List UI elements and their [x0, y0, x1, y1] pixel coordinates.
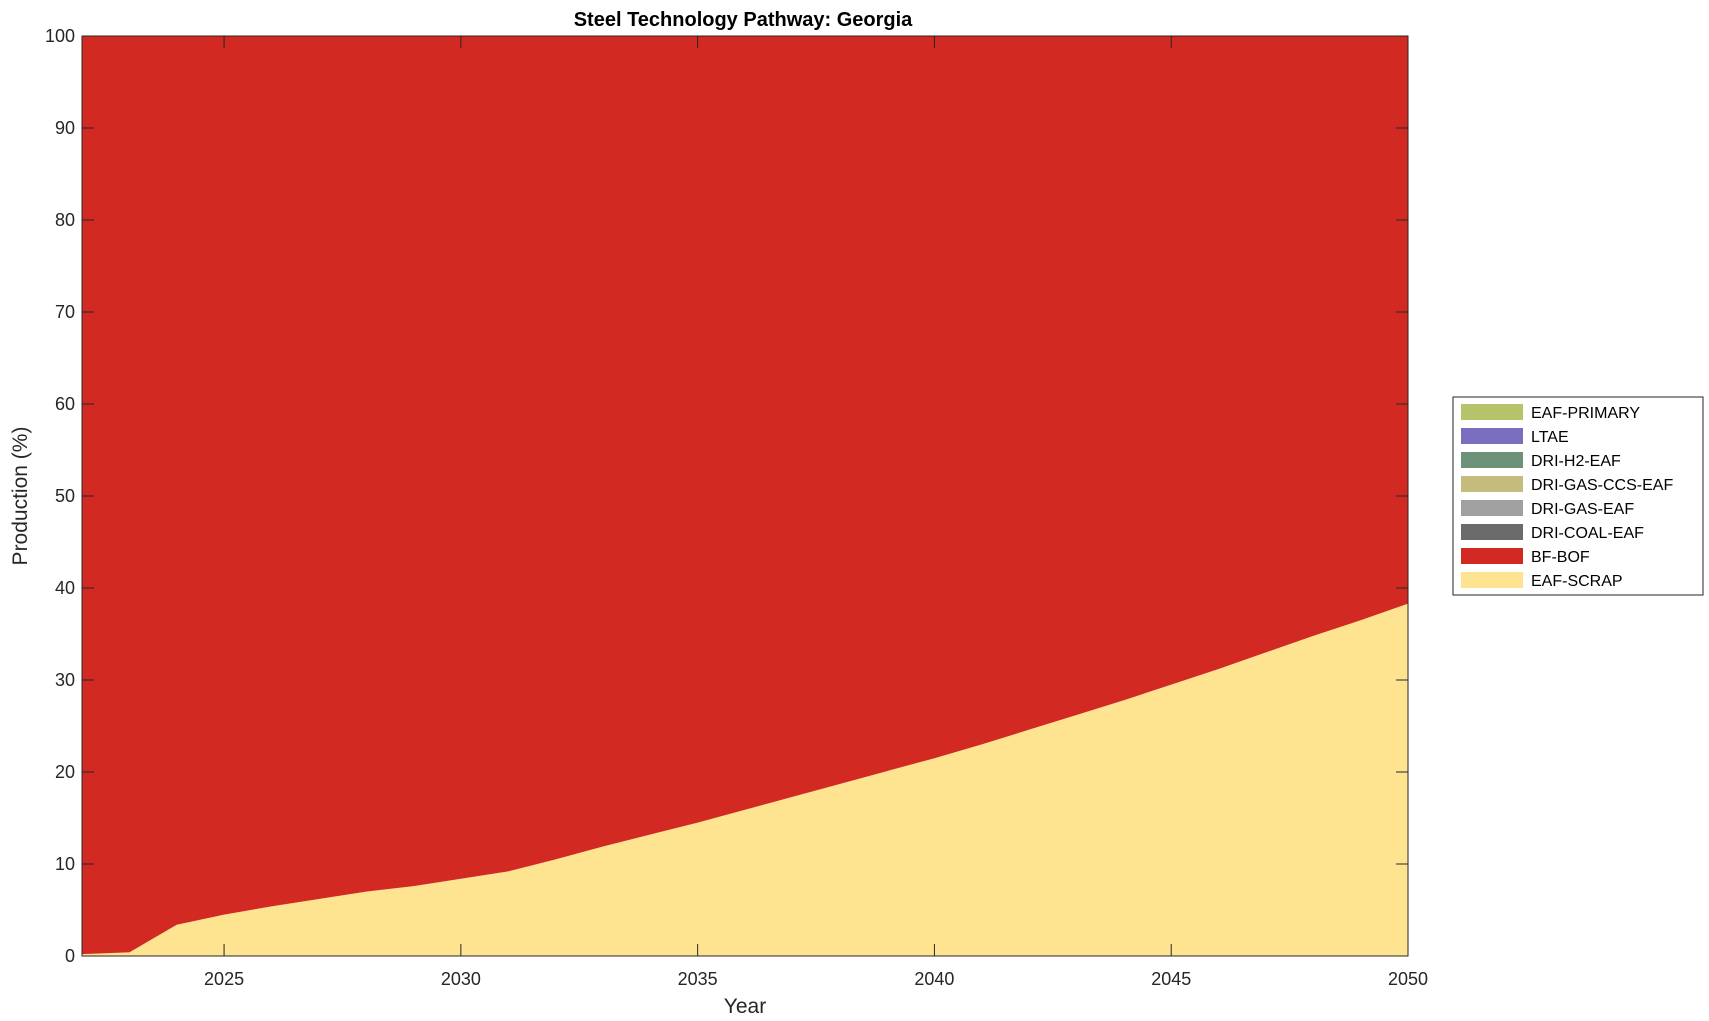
legend-items: EAF-PRIMARY LTAE DRI-H2-EAF DRI-GAS-CCS-EAF… — [1461, 404, 1673, 590]
y-tick-label: 40 — [55, 578, 75, 598]
y-tick-label: 100 — [45, 26, 75, 46]
chart-title: Steel Technology Pathway: Georgia — [574, 9, 913, 31]
y-tick-label: 0 — [65, 946, 75, 966]
y-tick-label: 70 — [55, 302, 75, 322]
legend-swatch — [1461, 428, 1523, 444]
y-tick-label: 50 — [55, 486, 75, 506]
y-tick-label: 90 — [55, 118, 75, 138]
plot-areas — [82, 36, 1408, 956]
legend-swatch — [1461, 404, 1523, 420]
legend-swatch — [1461, 548, 1523, 564]
x-tick-label: 2035 — [678, 969, 718, 989]
y-tick-label: 10 — [55, 854, 75, 874]
area-bf-bof — [82, 36, 1408, 955]
y-tick-label: 20 — [55, 762, 75, 782]
legend-label: DRI-GAS-EAF — [1531, 501, 1634, 518]
legend-label: DRI-COAL-EAF — [1531, 525, 1644, 542]
legend-swatch — [1461, 500, 1523, 516]
x-tick-label: 2040 — [914, 969, 954, 989]
y-tick-label: 80 — [55, 210, 75, 230]
legend-label: BF-BOF — [1531, 549, 1590, 566]
legend-label: DRI-GAS-CCS-EAF — [1531, 477, 1673, 494]
x-tick-label: 2025 — [204, 969, 244, 989]
legend-swatch — [1461, 572, 1523, 588]
y-axis: 0 10 20 30 40 50 60 70 80 90 100 — [45, 26, 1408, 966]
legend-label: DRI-H2-EAF — [1531, 453, 1621, 470]
x-tick-label: 2030 — [441, 969, 481, 989]
x-tick-label: 2050 — [1388, 969, 1428, 989]
legend-label: EAF-PRIMARY — [1531, 405, 1640, 422]
legend-label: LTAE — [1531, 429, 1569, 446]
legend-swatch — [1461, 476, 1523, 492]
y-tick-label: 60 — [55, 394, 75, 414]
y-axis-title: Production (%) — [9, 427, 32, 566]
legend-swatch — [1461, 524, 1523, 540]
legend-label: EAF-SCRAP — [1531, 573, 1623, 590]
legend: EAF-PRIMARY LTAE DRI-H2-EAF DRI-GAS-CCS-EAF… — [1452, 396, 1704, 596]
x-tick-label: 2045 — [1151, 969, 1191, 989]
area-eaf-scrap — [82, 603, 1408, 956]
y-tick-label: 30 — [55, 670, 75, 690]
x-axis-title: Year — [724, 995, 766, 1018]
x-axis: 2025 2030 2035 2040 2045 2050 — [204, 36, 1428, 989]
legend-swatch — [1461, 452, 1523, 468]
